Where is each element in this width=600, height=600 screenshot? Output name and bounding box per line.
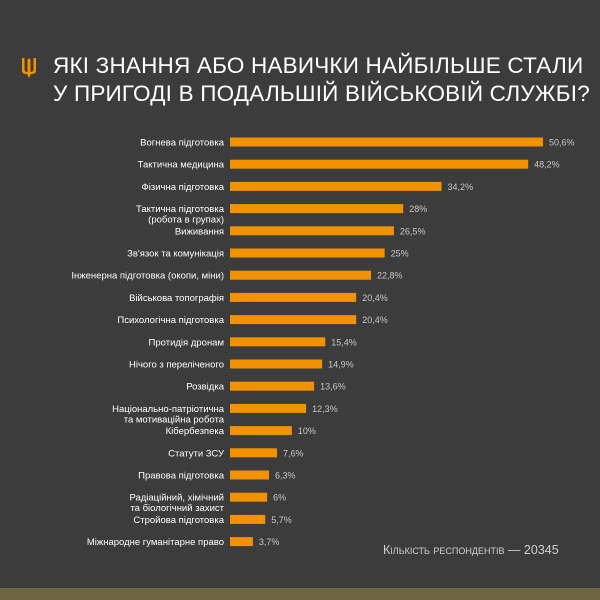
chart-title: ЯКІ ЗНАННЯ АБО НАВИЧКИ НАЙБІЛЬШЕ СТАЛИ У… (53, 52, 590, 108)
category-label: Військова топографія (129, 293, 224, 304)
category-label: Інженерна підготовка (окопи, міни) (71, 271, 224, 282)
category-label: Кібербезпека (166, 426, 225, 437)
value-label: 25% (391, 249, 409, 259)
category-label: Вогнева підготовка (140, 138, 225, 149)
category-label: Розвідка (186, 382, 225, 393)
bottom-band (0, 588, 600, 600)
value-label: 3,7% (259, 537, 280, 547)
trident-icon (22, 58, 36, 78)
value-label: 15,4% (331, 337, 357, 347)
bar (230, 403, 307, 413)
bar (230, 159, 529, 169)
bar (230, 337, 326, 347)
bar (230, 381, 315, 391)
category-label: Зв'язок та комунікація (127, 249, 224, 260)
bar (230, 470, 269, 480)
value-label: 20,4% (362, 293, 388, 303)
bar (230, 492, 268, 502)
category-label: Міжнародне гуманітарне право (87, 537, 224, 548)
value-label: 6% (273, 493, 286, 503)
bar (230, 448, 278, 458)
value-label: 48,2% (534, 160, 560, 170)
value-label: 12,3% (312, 404, 338, 414)
bar (230, 292, 357, 302)
value-label: 34,2% (448, 182, 474, 192)
category-label: та біологічний захист (130, 503, 224, 514)
category-label: та мотиваційна робота (124, 414, 225, 425)
category-label: Виживання (175, 226, 224, 237)
value-label: 5,7% (271, 515, 292, 525)
bar (230, 359, 323, 369)
category-label: Стройова підготовка (133, 515, 224, 526)
bar (230, 204, 404, 214)
bar (230, 226, 394, 236)
bar (230, 137, 543, 147)
bar (230, 270, 372, 280)
value-label: 14,9% (328, 360, 354, 370)
category-label: Психологічна підготовка (117, 315, 224, 326)
bar (230, 181, 442, 191)
value-label: 6,3% (275, 471, 296, 481)
bar (230, 537, 253, 547)
category-label: Фізична підготовка (142, 182, 225, 193)
category-label: Протидія дронам (149, 337, 224, 348)
respondents-count: Кількість респондентів — 20345 (383, 543, 559, 557)
bar (230, 426, 292, 436)
category-label: Радіаційний, хімічний (129, 493, 224, 504)
value-label: 7,6% (283, 448, 304, 458)
value-label: 50,6% (549, 138, 575, 148)
value-label: 20,4% (362, 315, 388, 325)
category-label: Тактична підготовка (136, 204, 225, 215)
value-label: 13,6% (320, 382, 346, 392)
bar (230, 315, 357, 325)
value-label: 28% (409, 204, 427, 214)
category-label: Національно-патріотична (112, 404, 225, 415)
bar (230, 514, 266, 524)
value-label: 10% (298, 426, 316, 436)
title-line-2: У ПРИГОДІ В ПОДАЛЬШІЙ ВІЙСЬКОВІЙ СЛУЖБІ? (53, 81, 590, 106)
category-label: Тактична медицина (138, 160, 225, 171)
bar (230, 248, 385, 258)
value-label: 26,5% (400, 226, 426, 236)
category-label: Нічого з переліченого (129, 360, 224, 371)
category-label: (робота в групах) (148, 215, 224, 226)
value-label: 22,8% (377, 271, 403, 281)
category-label: Статути ЗСУ (168, 448, 225, 459)
category-label: Правова підготовка (138, 471, 225, 482)
title-line-1: ЯКІ ЗНАННЯ АБО НАВИЧКИ НАЙБІЛЬШЕ СТАЛИ (53, 53, 584, 78)
